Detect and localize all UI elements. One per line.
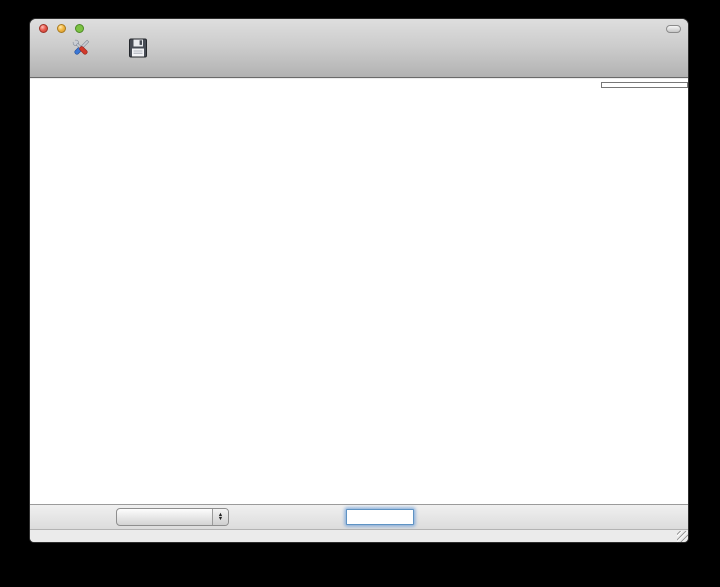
popup-stepper-icon: ▲ ▼	[212, 509, 228, 525]
save-icon	[126, 36, 150, 60]
window-chrome	[30, 19, 688, 78]
residue-range-select[interactable]: ▲ ▼	[116, 508, 229, 526]
validation-figure[interactable]	[30, 79, 689, 504]
zoom-button[interactable]	[75, 24, 84, 33]
multi-criterion-chart[interactable]	[30, 79, 689, 504]
toolbar-toggle-lozenge[interactable]	[666, 25, 681, 33]
resize-grip[interactable]	[677, 531, 688, 542]
close-button[interactable]	[39, 24, 48, 33]
show-hide-controls-button[interactable]	[38, 36, 124, 61]
tools-icon	[69, 36, 93, 60]
status-bar	[30, 529, 688, 542]
multi-criterion-plot-window: ▲ ▼	[29, 18, 689, 543]
zoom-residue-input[interactable]	[346, 509, 414, 525]
controls-bar: ▲ ▼	[30, 504, 688, 529]
save-button[interactable]	[122, 36, 154, 61]
chart-legend	[601, 82, 688, 88]
minimize-button[interactable]	[57, 24, 66, 33]
